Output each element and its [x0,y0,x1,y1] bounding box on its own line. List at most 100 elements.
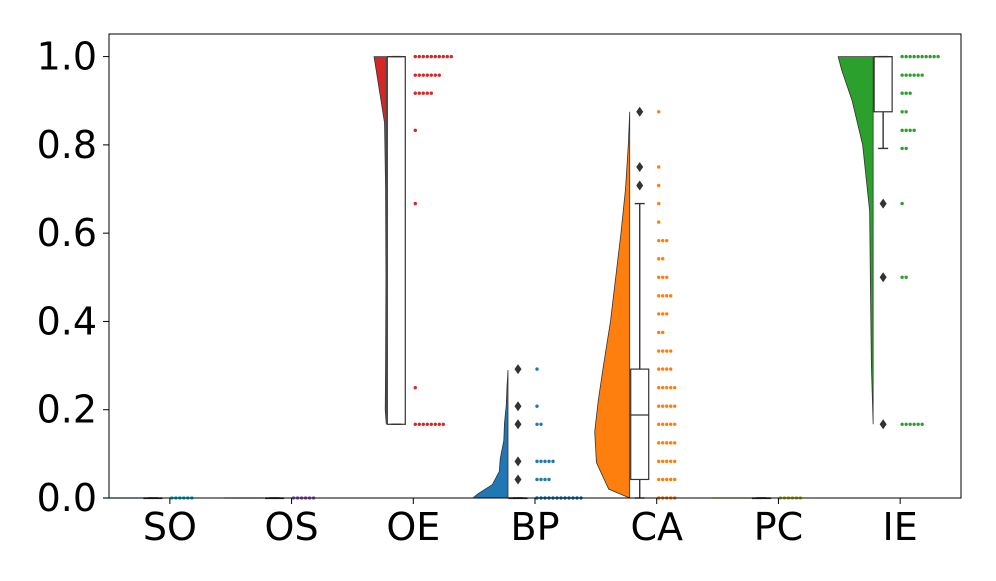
points-layer [170,54,940,500]
data-point-ca [661,367,665,371]
data-point-ca [657,312,661,316]
box-outlier [879,419,887,430]
data-point-bp [539,477,543,482]
data-point-ie [912,128,916,133]
box-outlier [636,180,644,191]
data-point-oe [441,422,445,426]
data-point-ie [908,54,912,59]
data-point-bp [535,477,539,482]
data-point-oe [433,73,437,77]
y-tick-label: 0.0 [37,476,97,520]
data-point-ie [900,146,904,151]
density-cloud-ca [594,111,631,499]
data-point-oe [413,385,417,390]
y-tick-label: 0.8 [37,123,97,167]
data-point-ca [661,275,665,279]
y-axis: 0.0 0.2 0.4 0.6 0.8 1.0 [37,35,109,520]
data-point-ie [904,73,908,77]
data-point-ca [669,477,673,482]
data-point-ie [900,73,904,77]
data-point-ca [661,257,665,261]
data-point-oe [425,91,429,95]
data-point-bp [547,477,551,482]
box-ca [630,368,650,481]
data-point-oe [421,54,425,59]
data-point-ca [661,404,665,408]
data-point-ie [924,54,928,59]
data-point-oe [421,91,425,95]
y-tick-label: 0.2 [37,388,97,432]
data-point-ca [669,422,673,426]
data-point-oe [429,91,433,95]
data-point-ca [665,312,669,316]
data-point-oe [417,54,421,59]
data-point-ca [673,477,677,482]
data-point-bp [535,459,539,464]
data-point-ca [661,312,665,316]
data-point-oe [425,422,429,426]
data-point-ca [661,385,665,390]
data-point-ie [900,201,904,206]
data-point-oe [433,422,437,426]
data-point-ca [657,183,661,188]
data-point-oe [441,54,445,59]
data-point-ca [673,404,677,408]
data-point-ca [661,294,665,298]
data-point-oe [425,73,429,77]
data-point-ca [665,422,669,426]
data-point-oe [437,422,441,426]
data-point-oe [413,73,417,77]
data-point-ca [669,404,673,408]
data-point-ca [661,238,665,243]
data-point-ie [912,422,916,426]
data-point-oe [413,91,417,95]
data-point-bp [543,477,547,482]
x-tick-label: IE [883,505,918,549]
data-point-ie [916,422,920,426]
data-point-ie [932,54,936,59]
density-layer [102,56,874,499]
box-outlier [636,161,644,172]
data-point-oe [413,54,417,59]
data-point-ca [669,349,673,353]
x-tick-label: OE [386,505,440,549]
data-point-ca [673,441,677,445]
x-tick-label: BP [511,505,560,549]
data-point-ie [904,54,908,59]
data-point-ie [912,54,916,59]
data-point-oe [417,73,421,77]
data-point-ca [657,459,661,464]
data-point-ie [900,54,904,59]
data-point-bp [535,367,539,371]
box-outlier [514,474,522,485]
data-point-oe [437,73,441,77]
data-point-oe [437,54,441,59]
data-point-ca [665,477,669,482]
data-point-ca [661,422,665,426]
data-point-bp [551,459,555,464]
data-point-oe [429,54,433,59]
data-point-ca [657,275,661,279]
data-point-ie [904,275,908,279]
data-point-ca [657,422,661,426]
x-axis: SO OS OE BP CA PC IE [143,498,918,549]
density-cloud-ie [837,56,874,425]
data-point-oe [413,201,417,206]
data-point-ca [657,201,661,206]
y-tick-label: 1.0 [37,35,97,79]
data-point-oe [421,422,425,426]
data-point-ca [657,257,661,261]
plot-frame [108,33,962,499]
data-point-ca [657,367,661,371]
data-point-ca [657,385,661,390]
data-point-oe [433,54,437,59]
data-point-ie [908,422,912,426]
data-point-ca [657,404,661,408]
data-point-ie [920,422,924,426]
density-cloud-bp [471,369,509,499]
data-point-bp [539,422,543,426]
data-point-oe [421,73,425,77]
data-point-bp [543,459,547,464]
data-point-ie [936,54,940,59]
